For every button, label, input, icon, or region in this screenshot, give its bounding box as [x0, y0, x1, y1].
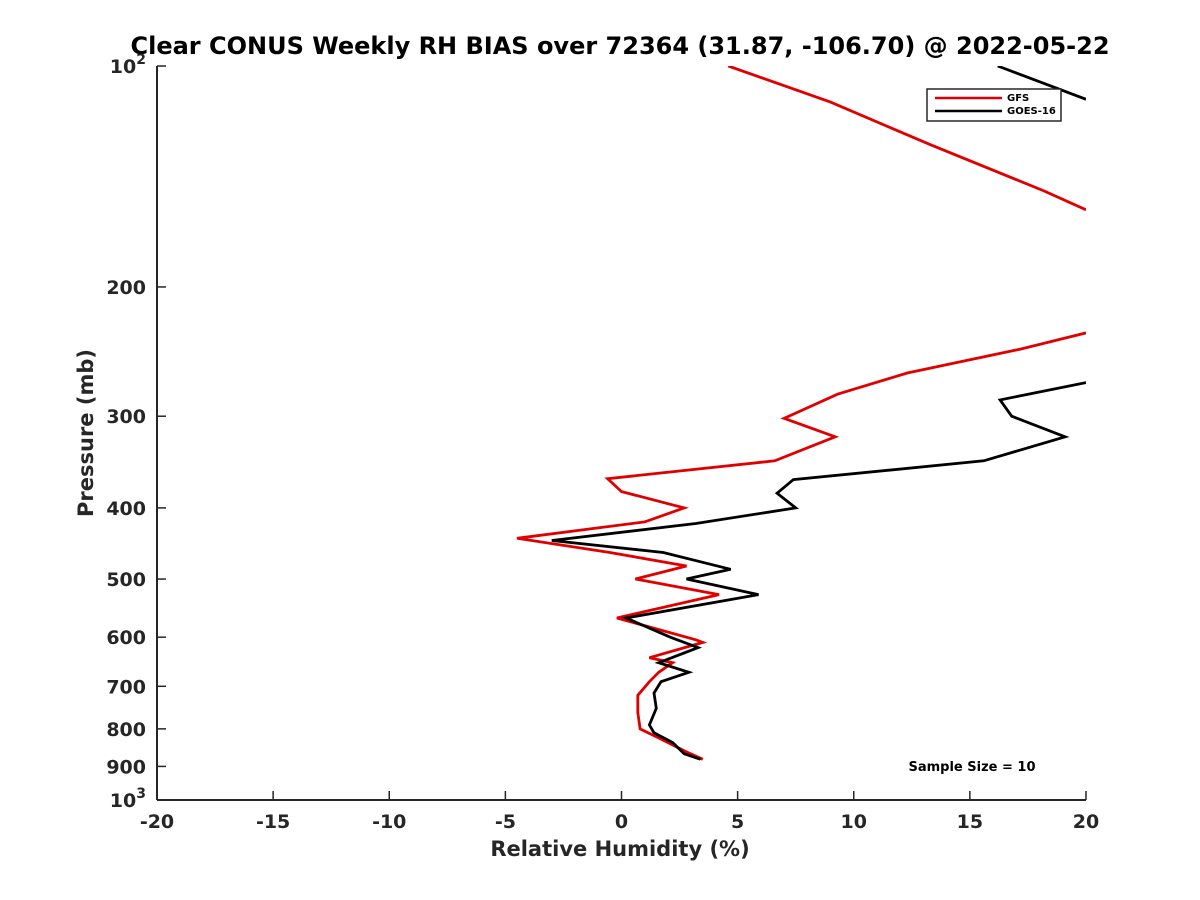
- y-tick-label: 500: [106, 569, 146, 591]
- series-layer: [516, 66, 1086, 761]
- series-line-goes16-1: [551, 381, 1086, 761]
- x-tick-label: 10: [841, 811, 867, 833]
- y-tick-label: 900: [106, 756, 146, 778]
- x-tick-label: 5: [731, 811, 744, 833]
- sample-size-annotation: Sample Size = 10: [908, 760, 1035, 775]
- x-tick-label: -20: [140, 811, 174, 833]
- x-tick-label: -5: [495, 811, 516, 833]
- x-tick-label: 15: [957, 811, 983, 833]
- y-tick-label: 700: [106, 676, 146, 698]
- y-tick-label: 103: [110, 786, 146, 812]
- x-tick-label: 20: [1073, 811, 1099, 833]
- y-tick-label: 200: [106, 277, 146, 299]
- x-tick-label: -10: [372, 811, 406, 833]
- x-tick-label: -15: [256, 811, 290, 833]
- chart-title: Clear CONUS Weekly RH BIAS over 72364 (3…: [130, 32, 1109, 60]
- y-tick-label: 400: [106, 498, 146, 520]
- y-tick-label: 102: [110, 52, 146, 78]
- x-axis-label: Relative Humidity (%): [490, 837, 749, 861]
- y-tick-label: 300: [106, 406, 146, 428]
- y-tick-label: 600: [106, 627, 146, 649]
- axes-layer: -20 -15 -10 -5 0 5 10 15 20 102 200 300 400 500 600 700…: [106, 52, 1099, 833]
- legend-box: [926, 88, 1062, 122]
- series-line-goes16-3: [997, 66, 1086, 101]
- x-tick-label: 0: [615, 811, 628, 833]
- legend-label-goes16: GOES-16: [1007, 106, 1056, 117]
- legend-label-gfs: GFS: [1007, 93, 1029, 104]
- y-tick-label: 800: [106, 719, 146, 741]
- legend: GFS GOES-16: [926, 88, 1062, 122]
- series-line-gfs-0: [516, 331, 1086, 761]
- series-line-gfs-2: [727, 66, 1086, 212]
- y-axis-label: Pressure (mb): [74, 349, 98, 517]
